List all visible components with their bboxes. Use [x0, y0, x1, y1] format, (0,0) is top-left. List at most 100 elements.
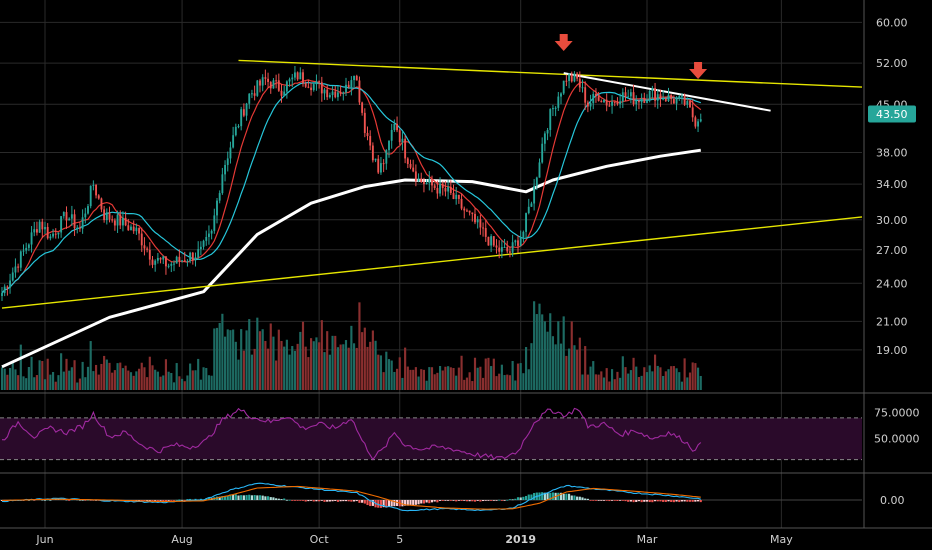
macd-histogram-bar [492, 500, 495, 501]
candle-body-173 [465, 210, 468, 212]
candle-body-14 [38, 221, 41, 233]
candle-body-165 [444, 188, 447, 192]
volume-bar-213 [573, 345, 576, 390]
macd-histogram-bar [447, 500, 450, 501]
candle-body-88 [237, 126, 240, 128]
candle-body-11 [30, 232, 33, 245]
volume-bar-124 [334, 335, 337, 390]
volume-bar-152 [409, 369, 412, 390]
volume-bar-150 [404, 347, 407, 390]
macd-histogram-bar [382, 500, 385, 508]
candle-body-225 [605, 99, 608, 106]
macd-histogram-bar [183, 500, 186, 501]
candle-body-38 [103, 209, 106, 221]
candle-body-83 [224, 164, 227, 175]
candle-body-129 [347, 84, 350, 88]
macd-histogram-bar [250, 495, 254, 500]
macd-histogram-bar [602, 500, 606, 501]
volume-bar-76 [205, 367, 208, 390]
volume-bar-201 [541, 314, 544, 390]
candle-body-162 [436, 188, 439, 194]
rsi-pane[interactable]: 75.0000 50.0000 [0, 407, 920, 461]
volume-bar-86 [232, 329, 235, 390]
macd-histogram-bar [417, 500, 420, 505]
macd-histogram-bar [49, 499, 52, 501]
macd-histogram-bar [344, 500, 348, 502]
volume-bars [0, 301, 702, 390]
candle-body-153 [412, 167, 415, 172]
volume-bar-78 [210, 375, 213, 390]
volume-bar-101 [272, 336, 275, 390]
volume-bar-119 [320, 320, 323, 390]
volume-bar-140 [377, 354, 380, 390]
candle-body-204 [549, 109, 552, 130]
volume-bar-16 [43, 379, 47, 390]
candlesticks[interactable] [1, 65, 702, 302]
volume-bar-228 [613, 379, 616, 390]
macd-histogram-bar [495, 500, 498, 501]
volume-bar-186 [500, 364, 503, 390]
volume-bar-20 [54, 381, 57, 390]
macd-histogram-bar [390, 500, 393, 507]
volume-bar-229 [616, 371, 619, 390]
volume-bar-238 [640, 375, 643, 390]
volume-bar-248 [667, 369, 670, 390]
price-tick-label: 19.00 [876, 344, 908, 357]
signal-markers [554, 34, 708, 79]
volume-bar-145 [390, 360, 393, 390]
volume-bar-79 [213, 328, 216, 390]
candle-body-141 [379, 163, 382, 173]
macd-histogram-bar [0, 500, 4, 502]
volume-bar-249 [670, 366, 673, 390]
macd-histogram-bar [218, 496, 221, 500]
volume-bar-260 [699, 375, 702, 390]
volume-bar-102 [275, 360, 278, 390]
candle-body-90 [242, 109, 245, 116]
candle-body-109 [293, 72, 296, 78]
candle-body-137 [369, 136, 372, 146]
candle-body-80 [216, 200, 218, 216]
volume-bar-231 [621, 356, 624, 390]
candle-body-40 [108, 212, 111, 220]
macd-histogram-bar [387, 500, 391, 507]
volume-bar-72 [194, 370, 197, 390]
macd-histogram-bar [258, 495, 262, 500]
macd-histogram-bar [336, 500, 340, 502]
volume-bar-251 [675, 368, 678, 390]
candle-body-47 [127, 225, 130, 231]
volume-bar-105 [283, 346, 286, 390]
candle-body-134 [361, 102, 364, 113]
candle-body-85 [229, 147, 232, 159]
candle-body-125 [336, 92, 339, 98]
macd-histogram-bar [573, 495, 576, 500]
volume-bar-193 [519, 363, 522, 390]
macd-histogram-bar [549, 492, 552, 500]
volume-bar-100 [269, 323, 272, 390]
macd-histogram-bar [277, 498, 280, 500]
volume-bar-45 [121, 368, 125, 390]
candle-body-63 [170, 263, 173, 266]
candle-body-69 [186, 261, 189, 263]
candle-body-74 [199, 246, 202, 250]
volume-bar-61 [164, 359, 168, 390]
volume-bar-139 [374, 340, 377, 390]
macd-histogram-bar [597, 500, 600, 501]
candle-body-176 [474, 213, 476, 223]
candle-body-135 [363, 112, 366, 133]
candle-body-60 [162, 256, 165, 260]
candle-body-62 [167, 265, 170, 267]
macd-histogram-bar [167, 500, 170, 501]
macd-pane[interactable]: 0.00 [0, 482, 905, 512]
candle-body-36 [97, 195, 100, 199]
volume-bar-146 [393, 371, 396, 390]
candle-body-218 [586, 102, 589, 107]
candle-body-181 [487, 236, 490, 246]
volume-bar-48 [129, 372, 133, 390]
candle-body-78 [210, 230, 213, 234]
candle-body-79 [213, 215, 216, 231]
candle-body-113 [304, 83, 307, 87]
macd-histogram-bar [576, 496, 579, 500]
candle-body-107 [288, 79, 291, 82]
